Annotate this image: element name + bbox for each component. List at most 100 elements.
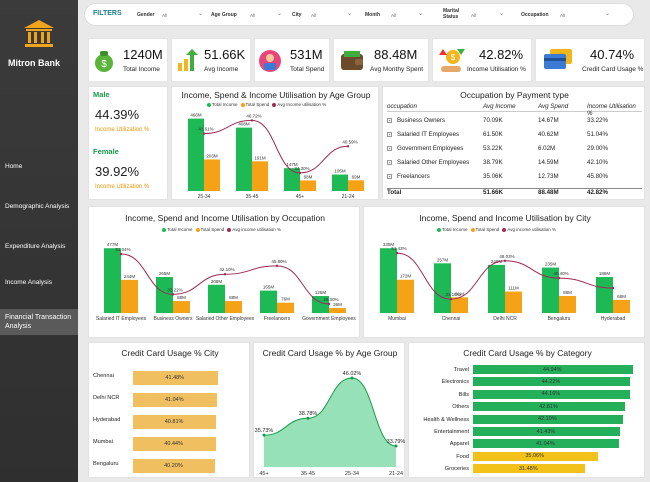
expand-icon[interactable]: +	[387, 132, 392, 137]
table-cell: Salaried IT Employees	[397, 131, 460, 138]
table-row[interactable]: + Freelancers 35.06K 12.73M 45.80%	[387, 173, 642, 183]
filter-occupation-select[interactable]: All	[560, 13, 566, 18]
value-bar[interactable]	[473, 427, 621, 436]
utilisation-point	[223, 273, 227, 276]
category-label: Apparel	[449, 441, 469, 448]
utilisation-label: 46.72%	[246, 113, 261, 118]
legend-income: Total Income	[167, 227, 193, 232]
brand-name: Mitron Bank	[8, 58, 61, 68]
filter-marital-status-select[interactable]: All	[471, 13, 477, 18]
legend-dot	[502, 227, 507, 232]
expand-icon[interactable]: +	[387, 146, 392, 151]
filter-gender-select[interactable]: All	[162, 13, 168, 18]
value-bar[interactable]	[473, 464, 585, 474]
income-bar	[542, 267, 559, 313]
x-tick-label: 25-34	[198, 194, 211, 200]
utilisation-label: 29.00%	[323, 297, 338, 302]
age-group-chart: 466M 203M 25-34 408M 191M 35-45 147M 68M 45+ 106M…	[188, 113, 364, 200]
expand-icon[interactable]: +	[387, 118, 392, 123]
table-row[interactable]: + Business Owners 70.09K 14.67M 33.22%	[387, 117, 642, 127]
table-cell: Government Employees	[397, 145, 464, 152]
income-bar	[104, 248, 121, 313]
value-bar[interactable]	[473, 377, 631, 387]
table-cell: 40.62M	[538, 131, 559, 138]
chevron-down-icon[interactable]: ⌄	[198, 11, 204, 17]
value-label: 35.73%	[255, 428, 274, 434]
chevron-down-icon[interactable]: ⌄	[277, 11, 283, 17]
occupation-chart-panel: Income, Spend and Income Utilisation by …	[88, 206, 360, 338]
col-income-utilisation[interactable]: Income Utilisation %	[587, 103, 636, 117]
svg-text:$: $	[101, 59, 107, 70]
table-row[interactable]: + Government Employees 53.22K 6.02M 29.00%	[387, 145, 642, 155]
chevron-down-icon[interactable]: ⌄	[605, 11, 611, 17]
table-cell: 33.22%	[587, 117, 608, 124]
utilisation-line	[396, 252, 614, 300]
chevron-down-icon[interactable]: ⌄	[418, 11, 424, 17]
x-tick-label: Chennai	[442, 316, 461, 322]
income-bar-label: 186M	[599, 271, 611, 276]
value-bar[interactable]	[133, 393, 217, 407]
table-row[interactable]: + Salaried Other Employees 38.79K 14.59M 42.…	[387, 159, 642, 169]
value-bar[interactable]	[473, 439, 619, 449]
utilisation-label: 40.59%	[342, 139, 357, 144]
table-cell: 61.50K	[483, 131, 503, 138]
col-avg-income[interactable]: Avg Income	[483, 103, 516, 110]
spend-bar	[277, 302, 294, 313]
kpi-total-income: $ 1240M Total Income	[88, 38, 168, 82]
expand-icon[interactable]: +	[387, 174, 392, 179]
spend-bar-label: 88M	[563, 290, 572, 295]
value-bar[interactable]	[473, 414, 623, 424]
nav-income-analysis[interactable]: Income Analysis	[5, 279, 52, 286]
value-bar[interactable]	[133, 415, 217, 429]
income-bar	[188, 118, 204, 191]
nav-home[interactable]: Home	[5, 163, 23, 170]
value-bar[interactable]	[133, 437, 216, 451]
utilisation-point	[449, 297, 453, 301]
income-bar	[380, 248, 397, 313]
x-tick-label: Salaried IT Employees	[96, 316, 147, 322]
expand-icon[interactable]: +	[387, 160, 392, 165]
chart-title: Credit Card Usage % City	[121, 348, 219, 358]
table-title: Occupation by Payment type	[460, 90, 569, 100]
spend-bar-label: 244M	[124, 274, 136, 279]
value-bar[interactable]	[473, 451, 598, 461]
value-bar[interactable]	[473, 402, 626, 412]
nav-financial-transaction-analysis[interactable]: Financial Transaction Analysis	[0, 309, 78, 335]
legend-income: Total Income	[442, 227, 468, 232]
x-tick-label: Freelancers	[264, 316, 291, 322]
spend-bar	[121, 279, 138, 313]
chevron-down-icon[interactable]: ⌄	[499, 11, 505, 17]
kpi-label: Avg Monthy Spent	[370, 66, 423, 73]
spend-bar	[397, 279, 414, 313]
nav-demographic-analysis[interactable]: Demographic Analysis	[5, 203, 70, 210]
category-label: Travel	[453, 367, 469, 373]
table-header: occupation Avg Income Avg Spend Income U…	[387, 103, 642, 117]
chart-title: Income, Spend and Income Utilisation by …	[125, 213, 325, 223]
utilisation-label: 33.22%	[167, 287, 182, 292]
value-bar[interactable]	[473, 389, 630, 399]
nav-expenditure-analysis[interactable]: Expenditure Analysis	[5, 243, 66, 250]
category-label: Bills	[458, 391, 469, 398]
kpi-value: 51.66K	[204, 47, 246, 62]
value-bar[interactable]	[133, 459, 216, 473]
table-total-row[interactable]: Total 51.66K 88.48M 42.82%	[387, 188, 642, 198]
value-label: 44.16%	[541, 391, 561, 398]
shopper-icon	[258, 48, 282, 79]
filter-month-select[interactable]: All	[391, 13, 397, 18]
col-occupation[interactable]: occupation	[387, 103, 417, 110]
value-bar[interactable]	[133, 371, 218, 385]
value-label: 41.04%	[535, 440, 555, 447]
filter-age-group-select[interactable]: All	[250, 13, 256, 18]
filter-city-select[interactable]: All	[311, 13, 317, 18]
legend-dot	[240, 102, 245, 107]
table-row[interactable]: + Salaried IT Employees 61.50K 40.62M 51.04%	[387, 131, 642, 141]
income-bar-label: 106M	[334, 169, 346, 174]
col-avg-spend[interactable]: Avg Spend	[538, 103, 569, 110]
table-cell: 45.80%	[587, 173, 608, 180]
value-bar[interactable]	[473, 365, 633, 374]
spend-bar	[559, 295, 576, 313]
chart-legend: Total Income Total Spend Avg income utilis…	[434, 227, 556, 232]
chevron-down-icon[interactable]: ⌄	[347, 11, 353, 17]
value-label: 44.22%	[541, 378, 561, 385]
spend-bar-label: 191M	[254, 155, 266, 160]
